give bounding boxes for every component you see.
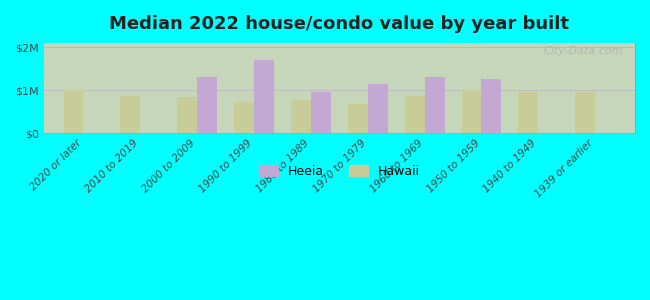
Bar xyxy=(311,92,331,133)
Bar xyxy=(348,104,368,133)
Bar xyxy=(462,90,482,133)
Bar xyxy=(482,80,501,133)
Bar xyxy=(424,77,445,133)
Title: Median 2022 house/condo value by year built: Median 2022 house/condo value by year bu… xyxy=(109,15,569,33)
Bar xyxy=(177,98,197,133)
Text: City-Data.com: City-Data.com xyxy=(543,46,623,56)
Bar xyxy=(405,96,424,133)
Bar xyxy=(234,102,254,133)
Bar xyxy=(197,77,217,133)
Bar xyxy=(291,100,311,133)
Bar xyxy=(368,84,387,133)
Bar xyxy=(64,90,83,133)
Bar xyxy=(254,60,274,133)
Bar xyxy=(120,96,140,133)
Bar xyxy=(519,92,538,133)
Bar xyxy=(575,92,595,133)
Legend: Heeia, Hawaii: Heeia, Hawaii xyxy=(254,160,424,183)
